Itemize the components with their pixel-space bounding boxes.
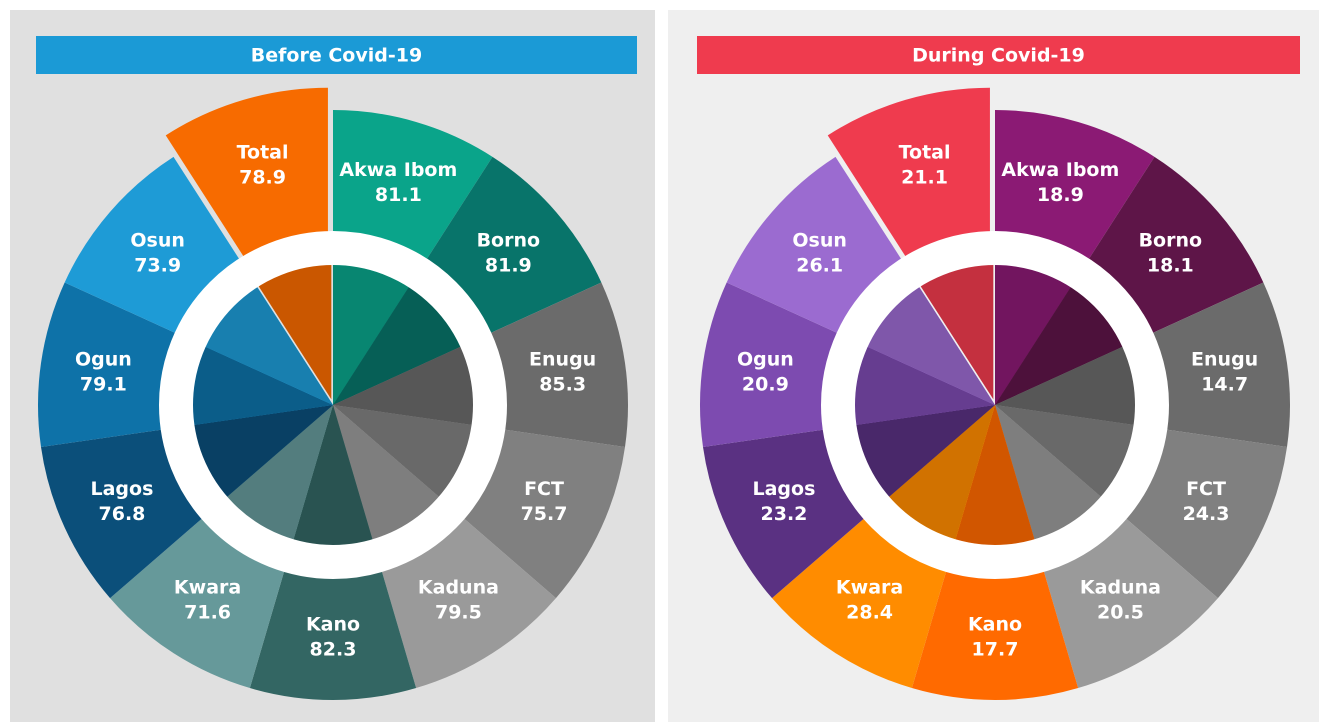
slice-value: 71.6 <box>184 602 231 624</box>
inner-slice <box>205 287 333 405</box>
slice-label: Akwa Ibom <box>339 159 457 181</box>
inner-slice <box>333 287 461 405</box>
inner-slice <box>194 405 333 497</box>
inner-shade <box>889 405 995 540</box>
slice-label: Ogun <box>737 348 794 370</box>
slice-value: 79.1 <box>80 373 127 395</box>
slice-label: Kaduna <box>418 577 499 599</box>
inner-shade <box>995 405 1101 540</box>
inner-slice <box>193 346 333 425</box>
inner-shade <box>293 405 373 546</box>
inner-slice <box>227 405 333 540</box>
slice-value: 75.7 <box>521 503 568 525</box>
inner-slice <box>995 405 1134 497</box>
inner-slice <box>333 405 472 497</box>
white-ring <box>159 231 507 579</box>
inner-shade <box>194 405 333 497</box>
inner-shade <box>995 346 1135 425</box>
slice-value: 18.9 <box>1037 184 1084 206</box>
inner-shade <box>333 265 409 405</box>
banner <box>697 36 1300 74</box>
inner-slice <box>917 259 994 400</box>
inner-shade <box>955 405 1035 545</box>
inner-slice <box>995 287 1123 405</box>
slice-label: Kaduna <box>1080 577 1161 599</box>
inner-slice <box>995 265 1071 405</box>
slice-value: 85.3 <box>539 373 586 395</box>
inner-slice <box>995 405 1101 540</box>
inner-slice <box>293 405 373 546</box>
slice-value: 81.1 <box>375 184 422 206</box>
inner-shade <box>333 346 474 425</box>
inner-shade <box>227 405 333 540</box>
slice-value: 82.3 <box>310 639 357 661</box>
slice-value: 18.1 <box>1147 255 1194 277</box>
inner-slice <box>333 405 439 540</box>
inner-shade <box>193 346 333 425</box>
slice-value: 23.2 <box>761 503 808 525</box>
slice-value: 17.7 <box>972 639 1019 661</box>
inner-slice <box>856 405 995 497</box>
white-ring <box>821 231 1169 579</box>
inner-shade <box>855 346 995 425</box>
slice-label: Osun <box>130 230 185 252</box>
inner-slice <box>889 405 995 540</box>
inner-slice <box>333 346 474 425</box>
inner-slice <box>867 287 995 405</box>
slice-label: Kwara <box>836 577 903 599</box>
slice-label: Kano <box>306 614 360 636</box>
inner-shade <box>867 287 995 405</box>
inner-shade <box>995 287 1123 405</box>
slice-value: 81.9 <box>485 255 532 277</box>
slice-label: Lagos <box>91 478 154 500</box>
inner-slice <box>855 346 995 425</box>
inner-shade <box>333 405 472 497</box>
slice-label: Osun <box>792 230 847 252</box>
slice-label: Kwara <box>174 577 241 599</box>
inner-slice <box>333 265 409 405</box>
panel-title: During Covid-19 <box>912 45 1085 67</box>
slice-value: 79.5 <box>435 602 482 624</box>
slice-label: Enugu <box>1191 348 1258 370</box>
slice-label: Total <box>899 142 951 164</box>
panel-title: Before Covid-19 <box>251 45 422 67</box>
slice-label: Borno <box>1139 230 1203 252</box>
inner-shade <box>333 287 461 405</box>
slice-value: 14.7 <box>1201 373 1248 395</box>
slice-label: Borno <box>477 230 541 252</box>
slice-label: Ogun <box>75 348 132 370</box>
inner-shade <box>205 287 333 405</box>
slice-value: 24.3 <box>1183 503 1230 525</box>
slice-label: Lagos <box>753 478 816 500</box>
slice-label: Akwa Ibom <box>1001 159 1119 181</box>
slice-label: Enugu <box>529 348 596 370</box>
inner-shade <box>333 405 439 540</box>
slice-label: FCT <box>524 478 564 500</box>
inner-shade <box>255 259 332 400</box>
inner-slice <box>955 405 1035 545</box>
slice-label: Total <box>237 142 289 164</box>
slice-value: 20.9 <box>742 373 789 395</box>
slice-label: Kano <box>968 614 1022 636</box>
slice-value: 76.8 <box>99 503 146 525</box>
slice-value: 73.9 <box>134 255 181 277</box>
slice-value: 20.5 <box>1097 602 1144 624</box>
slice-value: 26.1 <box>796 255 843 277</box>
slice-value: 21.1 <box>901 167 948 189</box>
inner-shade <box>995 405 1134 497</box>
inner-shade <box>995 265 1071 405</box>
inner-slice <box>255 259 332 400</box>
inner-shade <box>917 259 994 400</box>
slice-value: 78.9 <box>239 167 286 189</box>
banner <box>36 36 637 74</box>
inner-slice <box>995 346 1135 425</box>
inner-shade <box>856 405 995 497</box>
slice-value: 28.4 <box>846 602 893 624</box>
slice-label: FCT <box>1186 478 1226 500</box>
